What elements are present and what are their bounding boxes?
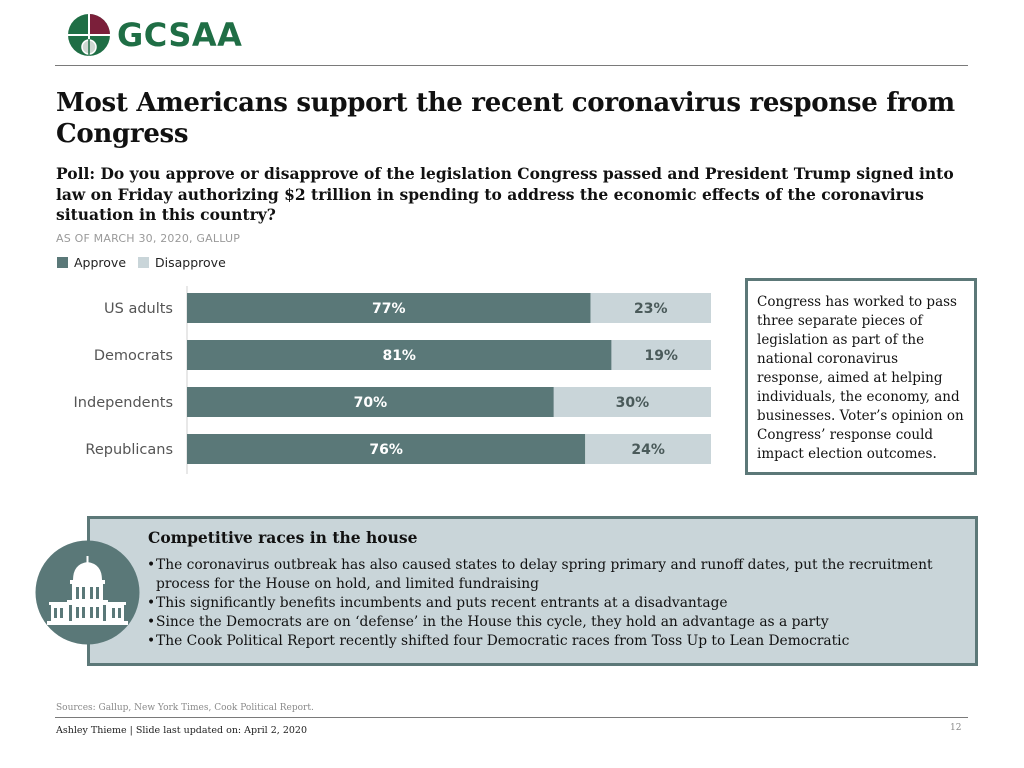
data-label-disapprove: 24% bbox=[631, 442, 665, 458]
poll-source: AS OF MARCH 30, 2020, GALLUP bbox=[56, 232, 241, 245]
category-label: US adults bbox=[104, 301, 173, 317]
data-label-approve: 81% bbox=[382, 348, 416, 364]
data-label-disapprove: 19% bbox=[644, 348, 678, 364]
bar-disapprove bbox=[553, 387, 711, 417]
approval-bar-chart: US adults 77% 23% Democrats 81% 19% Independen… bbox=[74, 286, 711, 474]
congress-callout-box: Congress has worked to pass three separa… bbox=[745, 278, 977, 475]
bar-disapprove bbox=[590, 293, 711, 323]
bar-approve bbox=[187, 434, 586, 464]
races-bullet-2: This significantly benefits incumbents a… bbox=[147, 594, 967, 613]
races-bullet-4: The Cook Political Report recently shift… bbox=[147, 632, 967, 651]
bar-approve bbox=[187, 387, 554, 417]
category-label: Independents bbox=[74, 395, 173, 411]
author-line: Ashley Thieme | Slide last updated on: A… bbox=[56, 725, 307, 736]
chart-legend: Approve Disapprove bbox=[57, 255, 238, 270]
category-label: Democrats bbox=[94, 348, 173, 364]
page-number: 12 bbox=[950, 723, 962, 733]
poll-question: Poll: Do you approve or disapprove of th… bbox=[56, 164, 954, 224]
data-label-disapprove: 30% bbox=[616, 395, 650, 411]
bar-disapprove bbox=[611, 340, 711, 370]
gcsaa-logo: GCSAA bbox=[67, 12, 253, 58]
data-label-disapprove: 23% bbox=[634, 301, 668, 317]
bar-approve bbox=[187, 293, 591, 323]
bar-approve bbox=[187, 340, 612, 370]
legend-swatch-disapprove bbox=[138, 257, 150, 268]
capitol-building-icon bbox=[35, 540, 140, 645]
sources-note: Sources: Gallup, New York Times, Cook Po… bbox=[56, 703, 314, 713]
data-label-approve: 76% bbox=[369, 442, 403, 458]
races-bullet-1: The coronavirus outbreak has also caused… bbox=[147, 556, 967, 594]
races-heading: Competitive races in the house bbox=[148, 528, 418, 547]
slide-title: Most Americans support the recent corona… bbox=[56, 88, 955, 149]
data-label-approve: 70% bbox=[354, 395, 388, 411]
header-divider bbox=[55, 65, 968, 66]
data-label-approve: 77% bbox=[372, 301, 406, 317]
legend-label-approve: Approve bbox=[74, 255, 127, 270]
brand-name: GCSAA bbox=[117, 16, 243, 54]
legend-label-disapprove: Disapprove bbox=[155, 255, 226, 270]
legend-item-approve: Approve bbox=[57, 255, 126, 270]
callout-text: Congress has worked to pass three separa… bbox=[757, 294, 964, 462]
races-bullet-list: The coronavirus outbreak has also caused… bbox=[147, 556, 967, 651]
races-bullet-3: Since the Democrats are on ‘defense’ in … bbox=[147, 613, 967, 632]
legend-item-disapprove: Disapprove bbox=[138, 255, 226, 270]
category-label: Republicans bbox=[85, 442, 173, 458]
footer-divider bbox=[55, 717, 968, 718]
legend-swatch-approve bbox=[57, 257, 68, 268]
bar-disapprove bbox=[585, 434, 711, 464]
gcsaa-globe-icon bbox=[68, 14, 110, 56]
